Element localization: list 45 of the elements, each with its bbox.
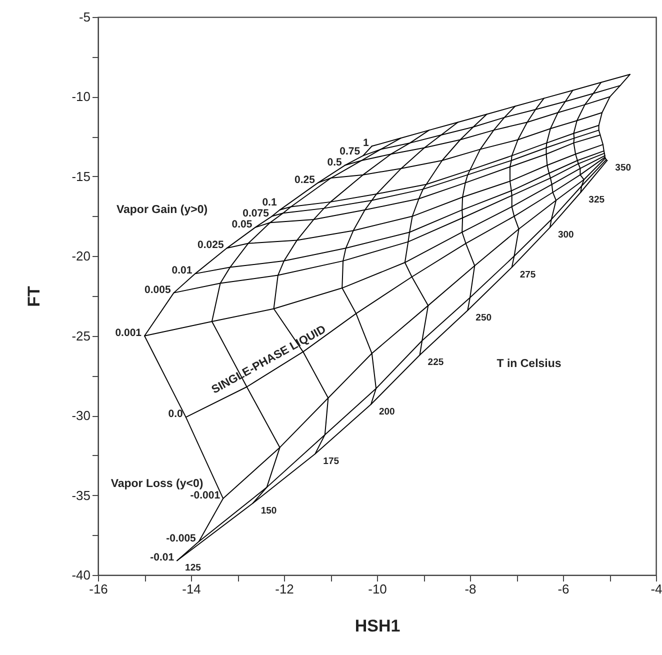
- series-label: 0.05: [232, 218, 252, 230]
- series-label: -0.01: [150, 552, 174, 564]
- y-axis-title: FT: [24, 286, 44, 307]
- series-label: 275: [520, 269, 536, 280]
- y-tick-label: -5: [78, 10, 90, 24]
- x-tick-label: -8: [464, 582, 476, 596]
- annotation: T in Celsius: [496, 358, 562, 370]
- series-label: 175: [323, 456, 340, 467]
- y-tick-label: -25: [72, 328, 90, 344]
- series-label: -0.001: [190, 489, 220, 502]
- y-tick-label: -35: [72, 488, 90, 503]
- x-axis-title: HSH1: [354, 616, 400, 636]
- series-label: 0.1: [262, 196, 277, 208]
- annotation: Vapor Gain (y>0): [116, 204, 208, 216]
- y-tick-label: -40: [72, 568, 90, 582]
- series-label: -0.005: [166, 532, 196, 545]
- series-label: 350: [615, 162, 632, 174]
- series-label: 225: [428, 356, 444, 368]
- series-label: 0.5: [327, 156, 342, 168]
- series-label: 0.0: [168, 408, 184, 420]
- series-label: 325: [588, 194, 606, 206]
- annotation: Vapor Loss (y<0): [110, 478, 204, 490]
- series-label: 1: [363, 137, 370, 150]
- x-tick-label: -14: [182, 582, 201, 596]
- x-tick-label: -16: [89, 582, 108, 596]
- series-label: 150: [260, 505, 277, 516]
- y-tick-label: -15: [72, 168, 90, 184]
- series-label: 0.001: [115, 326, 142, 339]
- x-tick-label: -12: [275, 582, 294, 596]
- series-label: 0.25: [294, 174, 316, 186]
- y-tick-label: -20: [72, 248, 90, 264]
- series-label: 0.005: [144, 284, 171, 296]
- series-label: 125: [185, 562, 202, 574]
- series-label: 0.025: [198, 239, 224, 252]
- series-label: 0.075: [242, 207, 270, 220]
- y-tick-label: -30: [72, 408, 90, 424]
- series-label: 0.75: [340, 145, 360, 158]
- y-tick-label: -10: [72, 89, 90, 104]
- x-tick-label: -6: [558, 582, 570, 596]
- series-label: 250: [476, 312, 492, 324]
- series-label: 300: [558, 229, 574, 240]
- x-tick-label: -4: [650, 582, 662, 596]
- series-label: 0.01: [172, 264, 192, 277]
- x-tick-label: -10: [368, 582, 387, 596]
- series-label: 200: [378, 406, 395, 418]
